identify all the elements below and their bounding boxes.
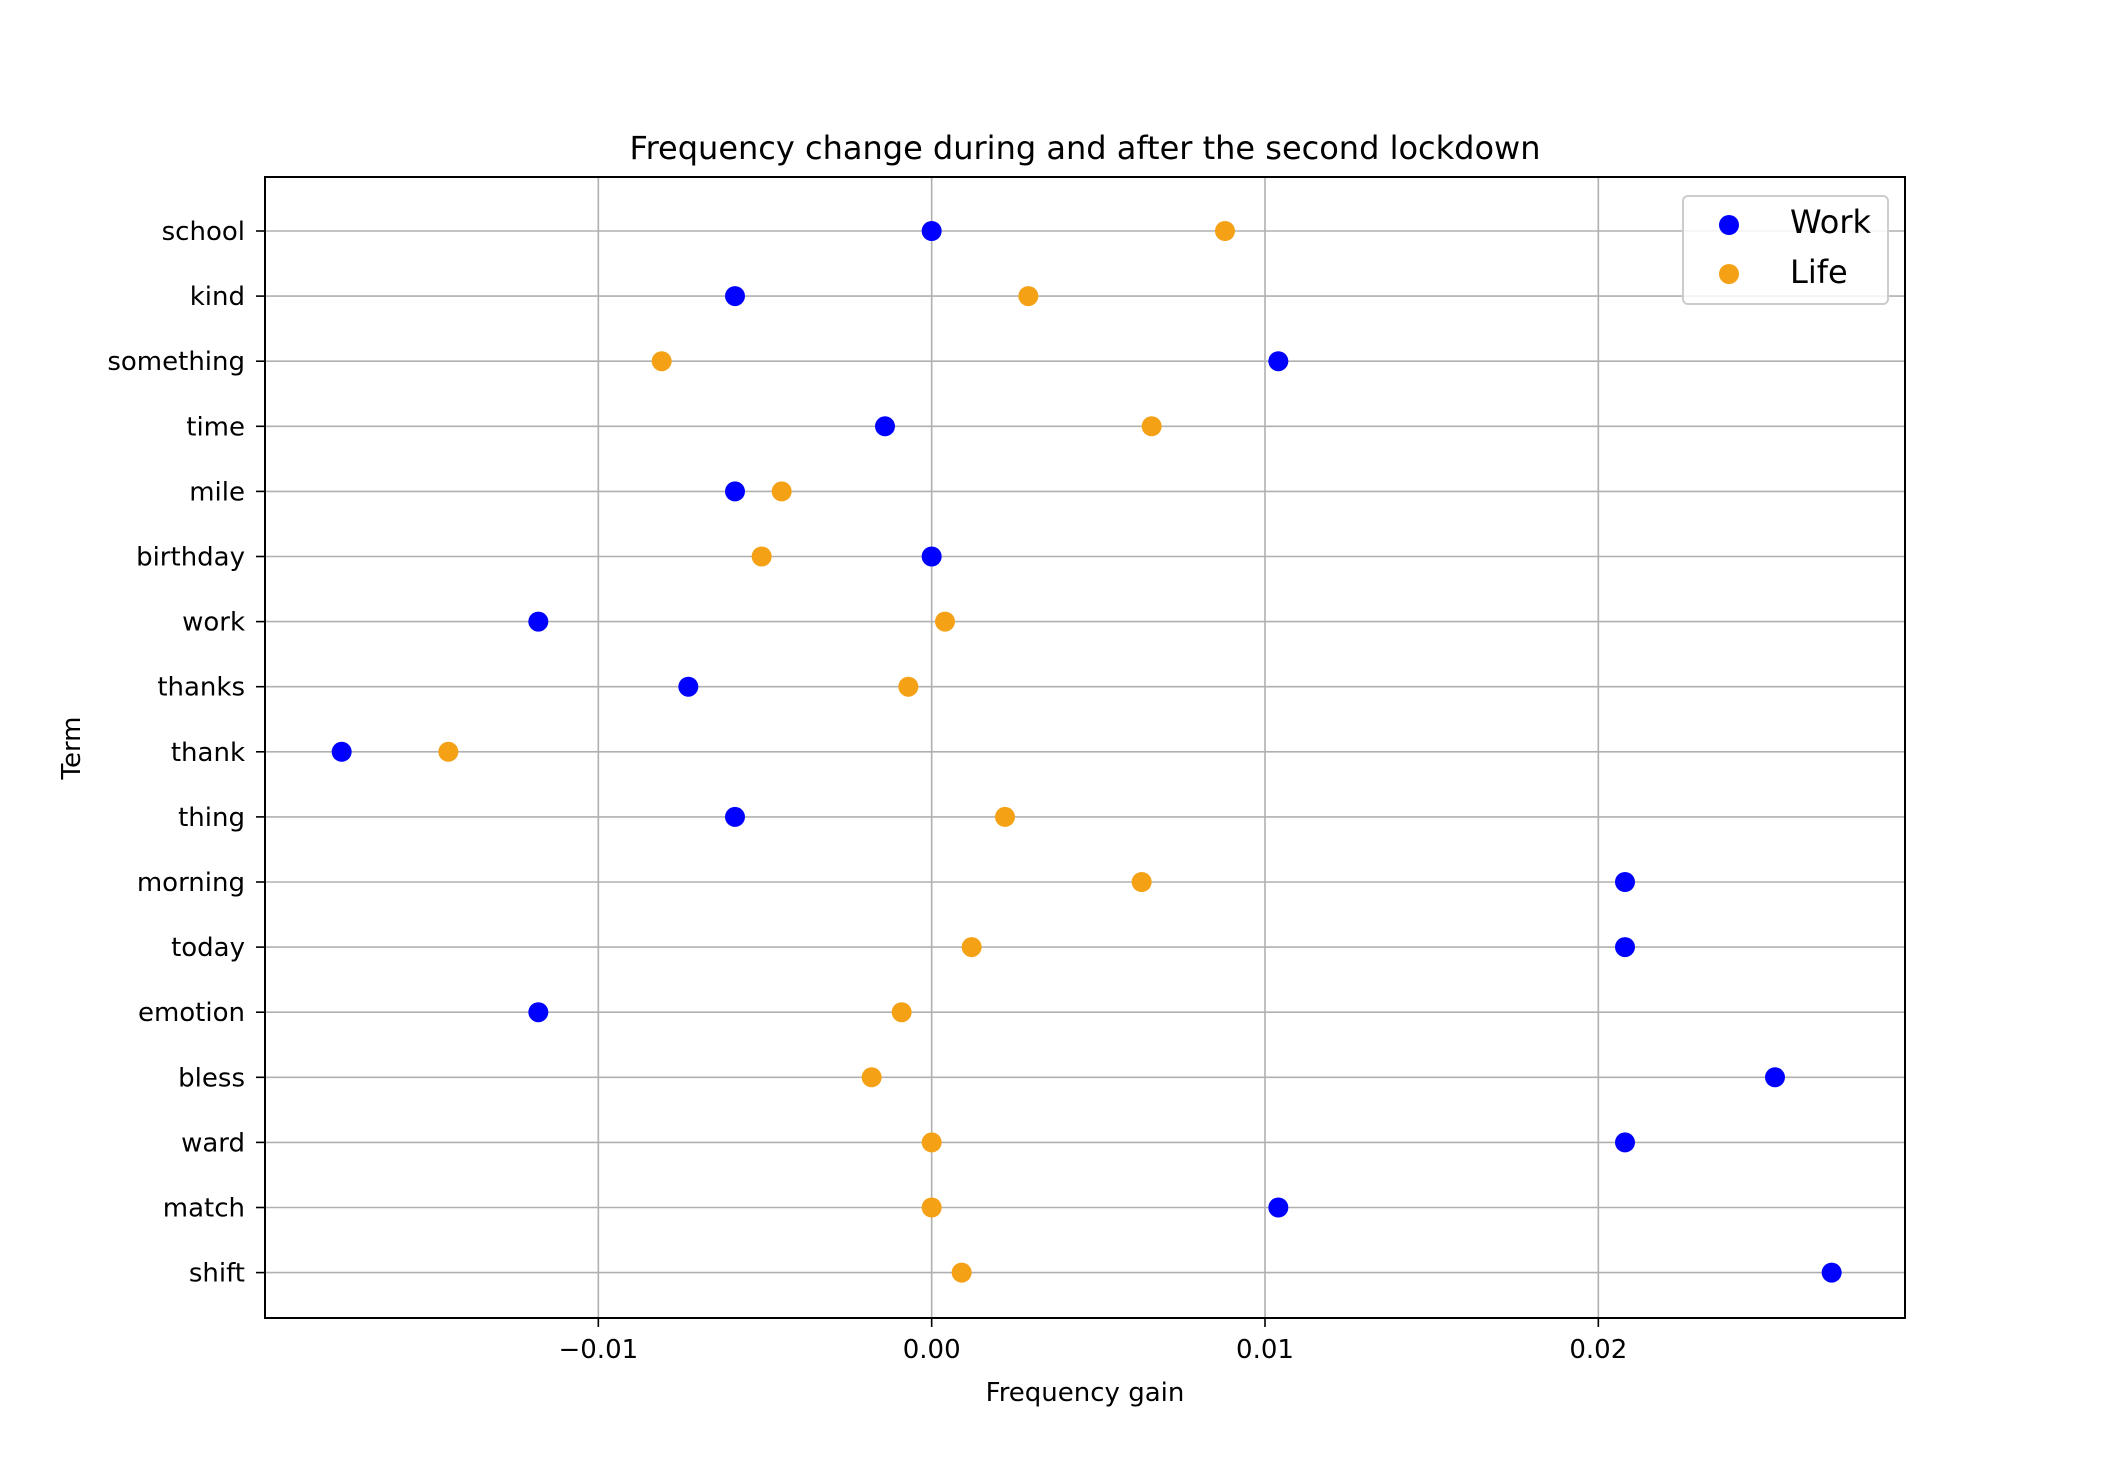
y-tick-label-time: time — [186, 412, 245, 442]
y-tick-label-today: today — [171, 933, 245, 963]
y-tick-label-something: something — [107, 347, 245, 377]
legend-marker-life — [1719, 264, 1739, 284]
x-axis-label: Frequency gain — [986, 1378, 1185, 1408]
point-life-kind — [1018, 286, 1039, 307]
point-life-school — [1215, 221, 1235, 241]
y-tick-label-ward: ward — [181, 1128, 245, 1158]
series-work — [331, 221, 1842, 1283]
point-work-time — [875, 416, 895, 437]
point-life-today — [961, 937, 982, 958]
axis-layer: −0.01 0.00 0.01 0.02 school kind something time… — [107, 217, 1627, 1365]
point-work-something — [1268, 351, 1289, 372]
y-tick-label-shift: shift — [189, 1259, 245, 1289]
point-life-work — [935, 611, 955, 632]
point-work-work — [528, 611, 549, 632]
point-work-emotion — [528, 1002, 549, 1023]
point-work-thing — [725, 806, 745, 827]
point-work-match — [1268, 1197, 1289, 1218]
y-tick-label-morning: morning — [137, 868, 245, 898]
legend-label-life: Life — [1790, 253, 1848, 291]
point-life-shift — [951, 1262, 972, 1283]
x-tick-label: 0.00 — [903, 1335, 961, 1365]
chart-title: Frequency change during and after the se… — [630, 129, 1541, 167]
y-tick-label-mile: mile — [189, 477, 245, 507]
point-work-thank — [331, 741, 352, 762]
point-work-school — [921, 221, 942, 241]
y-tick-label-thank: thank — [171, 738, 245, 768]
point-life-something — [651, 351, 672, 372]
point-life-mile — [771, 481, 792, 502]
point-life-birthday — [751, 546, 772, 567]
point-work-today — [1615, 937, 1635, 958]
point-work-mile — [725, 481, 745, 502]
y-tick-label-match: match — [163, 1194, 245, 1224]
point-work-ward — [1615, 1132, 1635, 1153]
series-life — [438, 221, 1235, 1283]
point-life-thing — [995, 806, 1015, 827]
legend-marker-work — [1719, 215, 1739, 235]
point-life-ward — [921, 1132, 942, 1153]
y-axis-label: Term — [57, 716, 87, 780]
point-work-bless — [1765, 1067, 1785, 1088]
point-life-emotion — [891, 1002, 912, 1023]
point-work-shift — [1821, 1262, 1842, 1283]
x-tick-label: 0.01 — [1236, 1335, 1294, 1365]
point-work-thanks — [678, 676, 699, 697]
x-tick-label: −0.01 — [558, 1335, 638, 1365]
y-tick-label-thing: thing — [178, 803, 245, 833]
plot-frame — [264, 176, 1906, 1319]
point-life-time — [1141, 416, 1162, 437]
y-tick-label-thanks: thanks — [157, 673, 245, 703]
x-tick-label: 0.02 — [1569, 1335, 1627, 1365]
y-tick-label-bless: bless — [178, 1063, 245, 1093]
point-life-bless — [861, 1067, 882, 1088]
points-layer — [331, 221, 1842, 1283]
point-life-morning — [1131, 872, 1152, 892]
y-tick-label-emotion: emotion — [138, 998, 245, 1028]
y-tick-label-kind: kind — [190, 282, 245, 312]
point-work-kind — [725, 286, 745, 307]
point-life-thank — [438, 741, 459, 762]
y-tick-label-school: school — [162, 217, 245, 247]
y-tick-label-birthday: birthday — [136, 543, 245, 573]
y-tick-label-work: work — [182, 608, 245, 638]
legend-label-work: Work — [1790, 203, 1872, 241]
point-life-thanks — [898, 676, 919, 697]
legend: Work Life — [1682, 195, 1889, 305]
point-work-birthday — [921, 546, 942, 567]
point-life-match — [921, 1197, 942, 1218]
point-work-morning — [1615, 872, 1635, 892]
